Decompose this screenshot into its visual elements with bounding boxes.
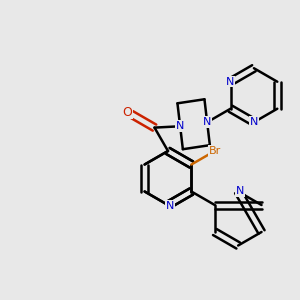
Text: N: N [176, 121, 184, 131]
Text: N: N [236, 187, 244, 196]
Text: O: O [122, 106, 132, 118]
Text: N: N [203, 117, 211, 127]
Text: N: N [226, 77, 235, 87]
Text: Br: Br [208, 146, 221, 156]
Text: N: N [250, 117, 258, 127]
Text: N: N [166, 201, 174, 211]
